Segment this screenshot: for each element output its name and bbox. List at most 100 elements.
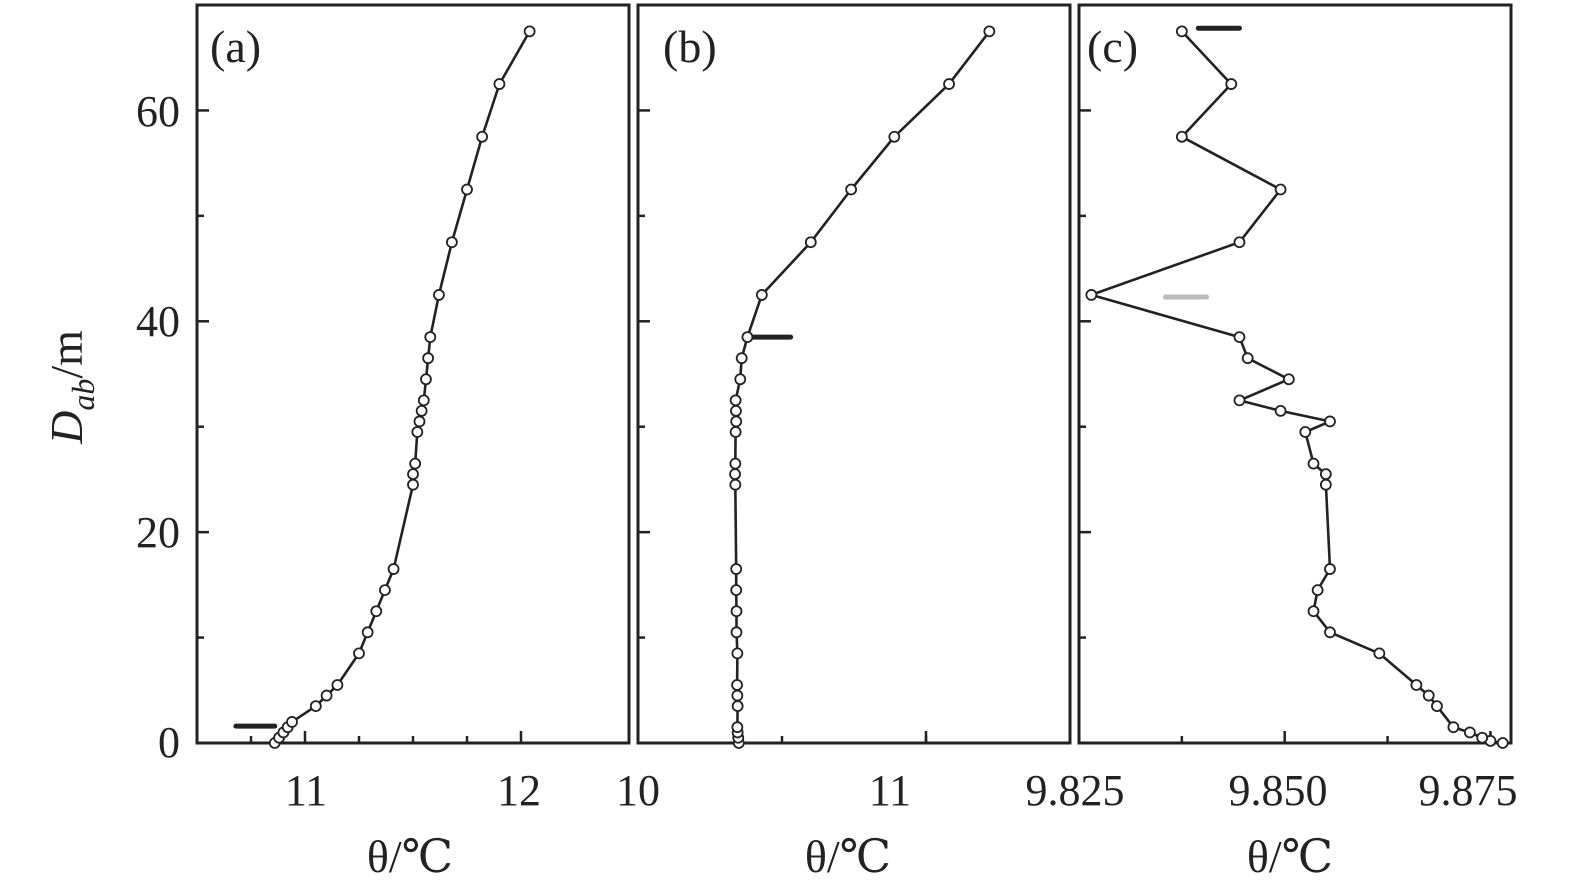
panel-c-xtick-9850: 9.850 — [1229, 766, 1328, 815]
data-point — [493, 78, 506, 90]
data-point — [420, 373, 432, 386]
panel-b: (b) 10 11 θ/℃ — [616, 3, 1072, 882]
series-line — [1090, 30, 1504, 745]
data-point — [1324, 626, 1336, 639]
data-point — [413, 415, 426, 428]
y-axis-label-unit: /m — [41, 330, 92, 379]
data-point — [320, 689, 333, 702]
data-point — [731, 647, 744, 660]
panel-a-xtick-11: 11 — [285, 766, 327, 815]
data-point — [1274, 404, 1287, 417]
data-point — [309, 700, 322, 712]
data-point — [353, 647, 365, 660]
data-point — [476, 130, 489, 143]
data-point — [370, 605, 383, 618]
data-point — [731, 679, 743, 691]
data-point — [888, 130, 901, 143]
data-point — [804, 236, 817, 249]
data-point — [1225, 78, 1238, 90]
data-point — [731, 700, 744, 712]
data-point — [415, 404, 428, 417]
data-point — [407, 468, 419, 481]
data-point — [730, 584, 743, 597]
data-point — [755, 289, 768, 301]
data-point — [1233, 236, 1246, 249]
y-axis-label-sub: ab — [65, 379, 101, 411]
data-point — [1175, 25, 1188, 38]
data-point — [411, 426, 424, 438]
panel-a-label: (a) — [210, 21, 261, 72]
data-point — [943, 78, 955, 90]
panel-c-frame — [1077, 3, 1513, 745]
data-point — [1274, 183, 1287, 196]
data-point — [983, 25, 996, 38]
panel-c-xtick-9825: 9.825 — [1026, 766, 1125, 815]
data-point — [730, 404, 742, 417]
panel-c: (c) 9.825 9.850 9.875 θ/℃ — [1026, 3, 1518, 882]
data-point — [361, 626, 374, 639]
data-point — [729, 468, 741, 481]
data-point — [1307, 457, 1320, 470]
data-point — [1241, 352, 1254, 365]
data-point — [445, 236, 458, 249]
data-point — [1373, 647, 1386, 660]
data-point — [379, 584, 391, 597]
panel-b-xlabel: θ/℃ — [805, 831, 891, 882]
panel-a-xtick-12: 12 — [497, 766, 541, 815]
data-point — [1233, 394, 1246, 407]
data-point — [1431, 700, 1443, 712]
data-point — [1085, 289, 1098, 301]
data-point — [461, 183, 473, 196]
data-point — [730, 626, 743, 639]
data-point — [1282, 373, 1295, 386]
data-point — [729, 426, 742, 438]
data-point — [730, 605, 743, 618]
data-point — [1319, 468, 1332, 481]
data-point — [286, 716, 298, 728]
data-point — [1175, 130, 1188, 143]
data-point — [731, 689, 744, 702]
panel-b-frame — [636, 3, 1072, 745]
data-point — [1319, 478, 1332, 491]
y-tick-label-40: 40 — [136, 297, 180, 346]
data-point — [417, 394, 430, 407]
data-point — [731, 721, 744, 734]
data-point — [1324, 563, 1336, 575]
panel-a-xlabel: θ/℃ — [367, 831, 453, 882]
data-point — [1447, 721, 1460, 734]
data-point — [734, 373, 747, 386]
panel-a-frame — [195, 3, 631, 745]
data-point — [523, 25, 536, 38]
data-point — [387, 563, 400, 575]
panel-c-xtick-9875: 9.875 — [1419, 766, 1518, 815]
y-axis-label: Dab/m — [41, 330, 101, 445]
panel-b-xtick-10: 10 — [616, 766, 660, 815]
panel-b-label: (b) — [663, 21, 717, 72]
data-point — [1307, 605, 1320, 618]
data-point — [729, 457, 742, 470]
data-point — [1324, 415, 1336, 428]
series-line — [733, 30, 991, 744]
data-point — [1463, 726, 1476, 739]
panel-b-xtick-11: 11 — [869, 766, 911, 815]
data-point — [729, 394, 742, 407]
data-point — [730, 563, 743, 575]
data-point — [1496, 737, 1509, 749]
data-point — [1311, 584, 1324, 597]
data-point — [1233, 331, 1246, 344]
data-point — [1422, 689, 1435, 702]
data-point — [407, 478, 419, 491]
data-point — [409, 457, 422, 470]
panel-a: (a) 11 12 θ/℃ — [195, 3, 631, 882]
y-tick-label-0: 0 — [158, 718, 180, 767]
data-point — [422, 352, 435, 365]
data-point — [1410, 679, 1423, 691]
y-tick-label-60: 60 — [136, 87, 180, 136]
panel-c-label: (c) — [1087, 21, 1138, 72]
data-point — [433, 289, 445, 301]
data-point — [331, 679, 344, 691]
data-point — [741, 331, 754, 344]
data-point — [1299, 426, 1312, 438]
data-point — [735, 352, 748, 365]
